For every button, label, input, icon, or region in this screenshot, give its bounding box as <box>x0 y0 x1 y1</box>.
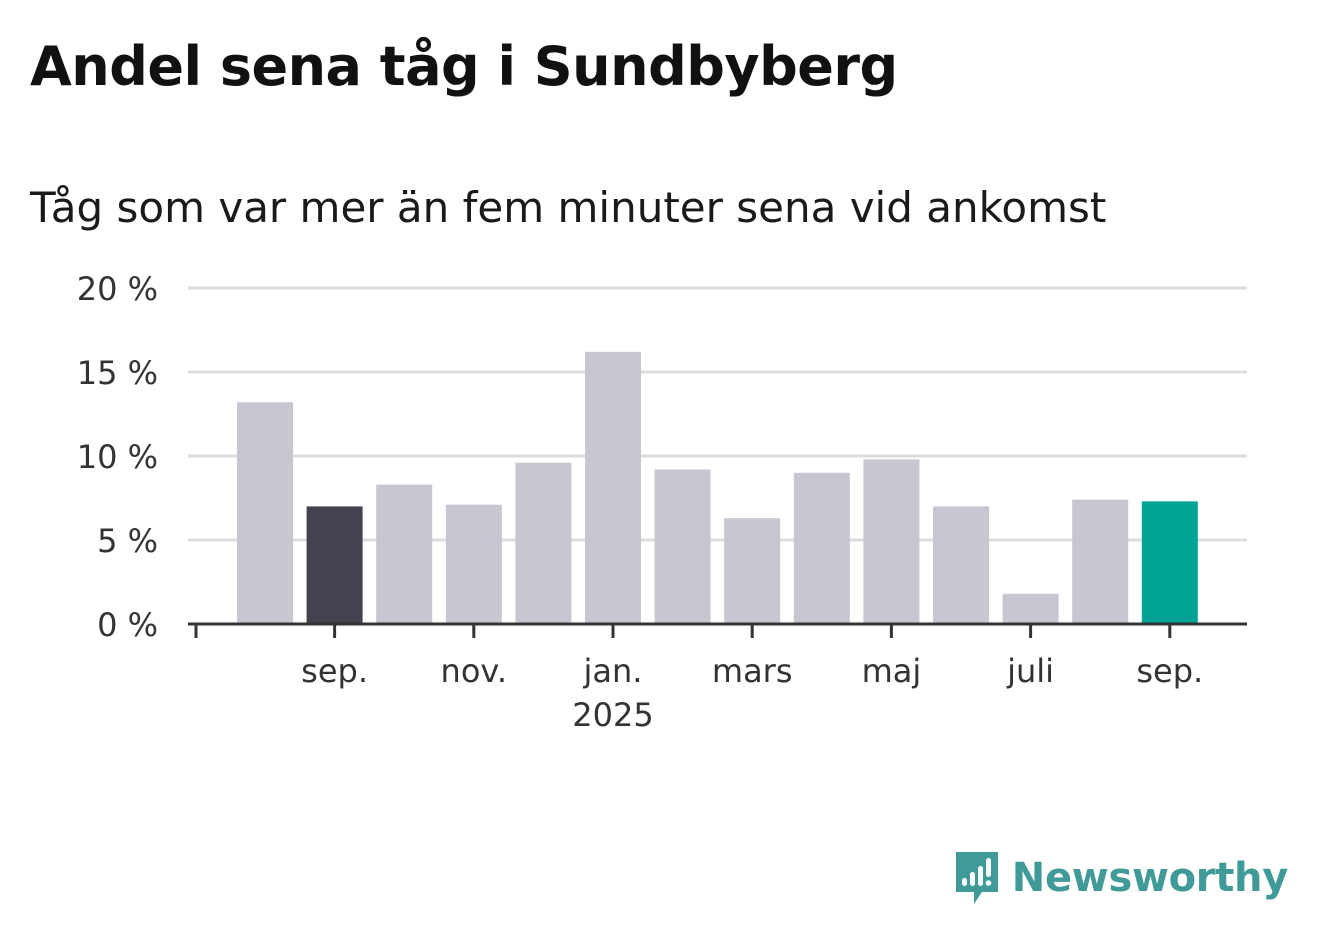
x-tick-label: sep. <box>1136 652 1203 690</box>
x-axis <box>188 622 1247 638</box>
x-tick-label: sep. <box>301 652 368 690</box>
bar <box>515 462 572 624</box>
y-tick-label: 10 % <box>77 438 158 476</box>
bar-chart: 0 % 5 % 10 % 15 % 20 % sep. nov. jan. 2025 mars m… <box>77 270 1247 734</box>
x-tick-label: maj <box>862 652 922 690</box>
bar <box>724 518 781 624</box>
bar <box>445 504 502 624</box>
bars <box>237 351 1198 624</box>
bar <box>376 484 433 624</box>
bar <box>585 351 641 624</box>
x-tick-label: mars <box>712 652 793 690</box>
x-tick-label: 2025 <box>572 696 653 734</box>
bar <box>933 506 989 624</box>
bar <box>863 459 920 624</box>
bar <box>654 469 711 624</box>
gridlines <box>188 286 1247 542</box>
x-axis-tick-labels: sep. nov. jan. 2025 mars maj juli sep. <box>301 652 1203 734</box>
x-tick-label: nov. <box>441 652 507 690</box>
brand-logo: Newsworthy <box>952 848 1288 908</box>
y-tick-label: 15 % <box>77 354 158 392</box>
x-tick-label: juli <box>1006 652 1054 690</box>
newsworthy-logo-icon <box>955 852 998 904</box>
bar <box>793 472 850 624</box>
y-axis-tick-labels: 0 % 5 % 10 % 15 % 20 % <box>77 270 158 644</box>
bar <box>306 506 363 624</box>
bar <box>237 402 293 624</box>
chart-title: Andel sena tåg i Sundbyberg <box>30 35 898 98</box>
y-tick-label: 20 % <box>77 270 158 308</box>
bar <box>1072 499 1129 624</box>
chart-subtitle: Tåg som var mer än fem minuter sena vid … <box>30 183 1107 232</box>
y-tick-label: 0 % <box>97 606 158 644</box>
y-tick-label: 5 % <box>97 522 158 560</box>
bar <box>1002 593 1059 624</box>
x-tick-label: jan. <box>583 652 643 690</box>
brand-name: Newsworthy <box>1011 855 1289 901</box>
bar <box>1141 501 1198 624</box>
